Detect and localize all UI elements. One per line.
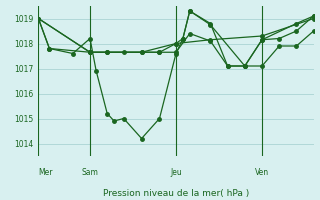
Text: Pression niveau de la mer( hPa ): Pression niveau de la mer( hPa ) xyxy=(103,189,249,198)
Text: Jeu: Jeu xyxy=(170,168,182,177)
Text: Sam: Sam xyxy=(82,168,99,177)
Text: Mer: Mer xyxy=(38,168,52,177)
Text: Ven: Ven xyxy=(255,168,269,177)
